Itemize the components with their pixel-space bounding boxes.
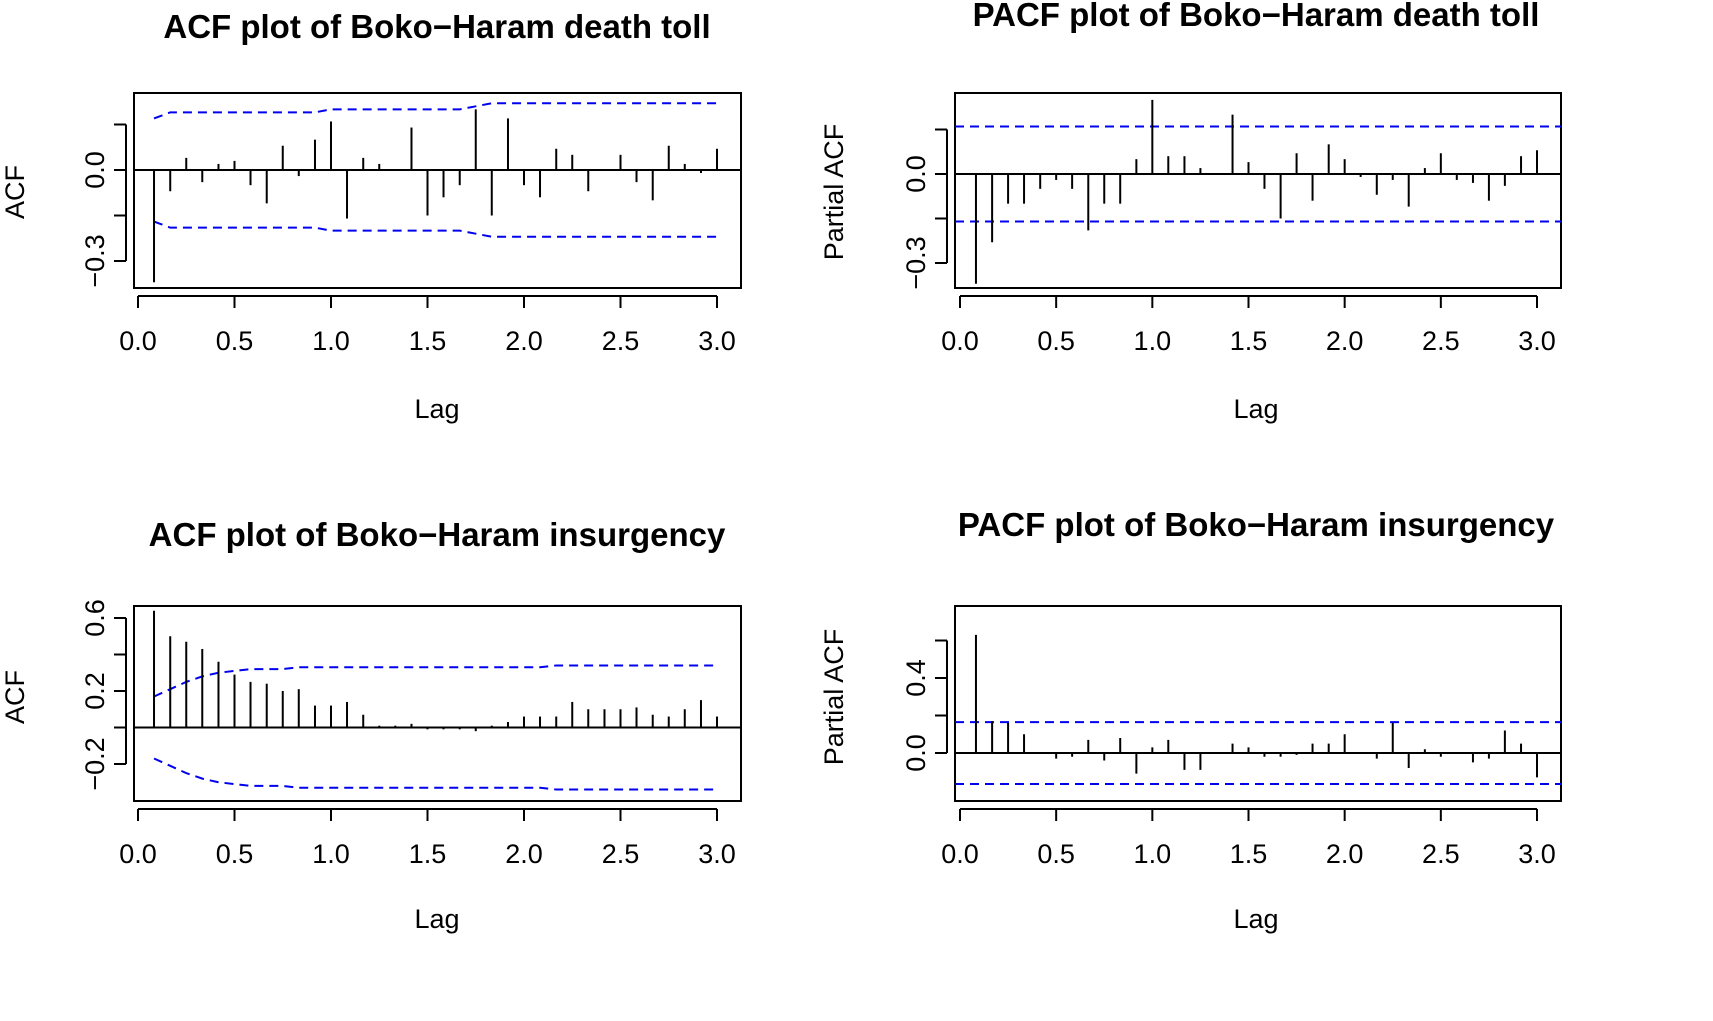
- y-tick-label: −0.3: [901, 236, 931, 289]
- x-tick-label: 1.0: [312, 326, 350, 356]
- y-tick-label: 0.4: [901, 659, 931, 697]
- ci-lower-line: [153, 757, 717, 791]
- plot-frame: [133, 92, 742, 289]
- plot-frame: [133, 605, 742, 802]
- x-axis-label: Lag: [1233, 394, 1278, 424]
- y-tick-label: −0.2: [80, 737, 110, 790]
- y-tick-label: 0.6: [80, 599, 110, 637]
- x-tick-label: 1.0: [1134, 839, 1172, 869]
- y-axis-label: ACF: [0, 165, 30, 219]
- x-tick-label: 1.5: [1230, 326, 1268, 356]
- x-tick-label: 0.0: [119, 839, 157, 869]
- chart-title: PACF plot of Boko−Haram insurgency: [958, 506, 1555, 543]
- x-tick-label: 2.5: [602, 326, 640, 356]
- x-tick-label: 2.5: [602, 839, 640, 869]
- x-tick-label: 3.0: [698, 839, 736, 869]
- y-tick-label: 0.2: [80, 672, 110, 710]
- chart-title: PACF plot of Boko−Haram death toll: [973, 0, 1540, 33]
- plot-frame: [954, 605, 1562, 802]
- x-tick-label: 1.5: [409, 839, 447, 869]
- chart-title: ACF plot of Boko−Haram insurgency: [149, 516, 726, 553]
- panel-pacf-death-toll: PACF plot of Boko−Haram death toll Lag P…: [819, 0, 1562, 424]
- y-tick-label: 0.0: [901, 734, 931, 772]
- y-tick-label: 0.0: [901, 155, 931, 193]
- y-tick-label: −0.3: [80, 234, 110, 287]
- x-tick-label: 1.5: [409, 326, 447, 356]
- x-tick-label: 2.0: [1326, 839, 1364, 869]
- y-axis-label: Partial ACF: [819, 124, 849, 261]
- ci-upper-line: [153, 102, 717, 120]
- x-tick-label: 1.5: [1230, 839, 1268, 869]
- x-tick-label: 0.5: [1037, 326, 1075, 356]
- x-tick-label: 0.5: [216, 839, 254, 869]
- x-tick-label: 3.0: [1518, 326, 1556, 356]
- panel-acf-death-toll: ACF plot of Boko−Haram death toll Lag AC…: [0, 8, 742, 424]
- x-tick-label: 2.0: [505, 839, 543, 869]
- x-tick-label: 1.0: [1134, 326, 1172, 356]
- y-axis-label: ACF: [0, 670, 30, 724]
- x-tick-label: 0.5: [1037, 839, 1075, 869]
- x-axis-label: Lag: [1233, 904, 1278, 934]
- x-axis-label: Lag: [414, 904, 459, 934]
- x-tick-label: 0.0: [119, 326, 157, 356]
- x-axis-label: Lag: [414, 394, 459, 424]
- y-axis-label: Partial ACF: [819, 629, 849, 766]
- x-tick-label: 2.0: [505, 326, 543, 356]
- x-tick-label: 3.0: [698, 326, 736, 356]
- x-tick-label: 3.0: [1518, 839, 1556, 869]
- ci-lower-line: [153, 220, 717, 238]
- x-tick-label: 2.5: [1422, 326, 1460, 356]
- panel-acf-insurgency: ACF plot of Boko−Haram insurgency Lag AC…: [0, 516, 742, 934]
- ci-upper-line: [153, 664, 717, 698]
- x-tick-label: 0.0: [941, 839, 979, 869]
- chart-title: ACF plot of Boko−Haram death toll: [163, 8, 710, 45]
- x-tick-label: 1.0: [312, 839, 350, 869]
- x-tick-label: 2.5: [1422, 839, 1460, 869]
- panel-pacf-insurgency: PACF plot of Boko−Haram insurgency Lag P…: [819, 506, 1562, 934]
- x-tick-label: 0.0: [941, 326, 979, 356]
- x-tick-label: 2.0: [1326, 326, 1364, 356]
- y-tick-label: 0.0: [80, 151, 110, 189]
- x-tick-label: 0.5: [216, 326, 254, 356]
- plot-frame: [954, 92, 1562, 289]
